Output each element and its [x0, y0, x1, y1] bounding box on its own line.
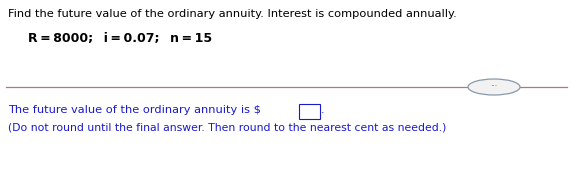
- Text: .: .: [321, 105, 325, 115]
- Text: Find the future value of the ordinary annuity. Interest is compounded annually.: Find the future value of the ordinary an…: [8, 9, 457, 19]
- Text: ···: ···: [490, 82, 497, 91]
- Text: R = 8000;  i = 0.07;  n = 15: R = 8000; i = 0.07; n = 15: [28, 32, 212, 45]
- Text: (Do not round until the final answer. Then round to the nearest cent as needed.): (Do not round until the final answer. Th…: [8, 122, 446, 132]
- Ellipse shape: [468, 79, 520, 95]
- FancyBboxPatch shape: [299, 103, 320, 119]
- Text: The future value of the ordinary annuity is $: The future value of the ordinary annuity…: [8, 105, 261, 115]
